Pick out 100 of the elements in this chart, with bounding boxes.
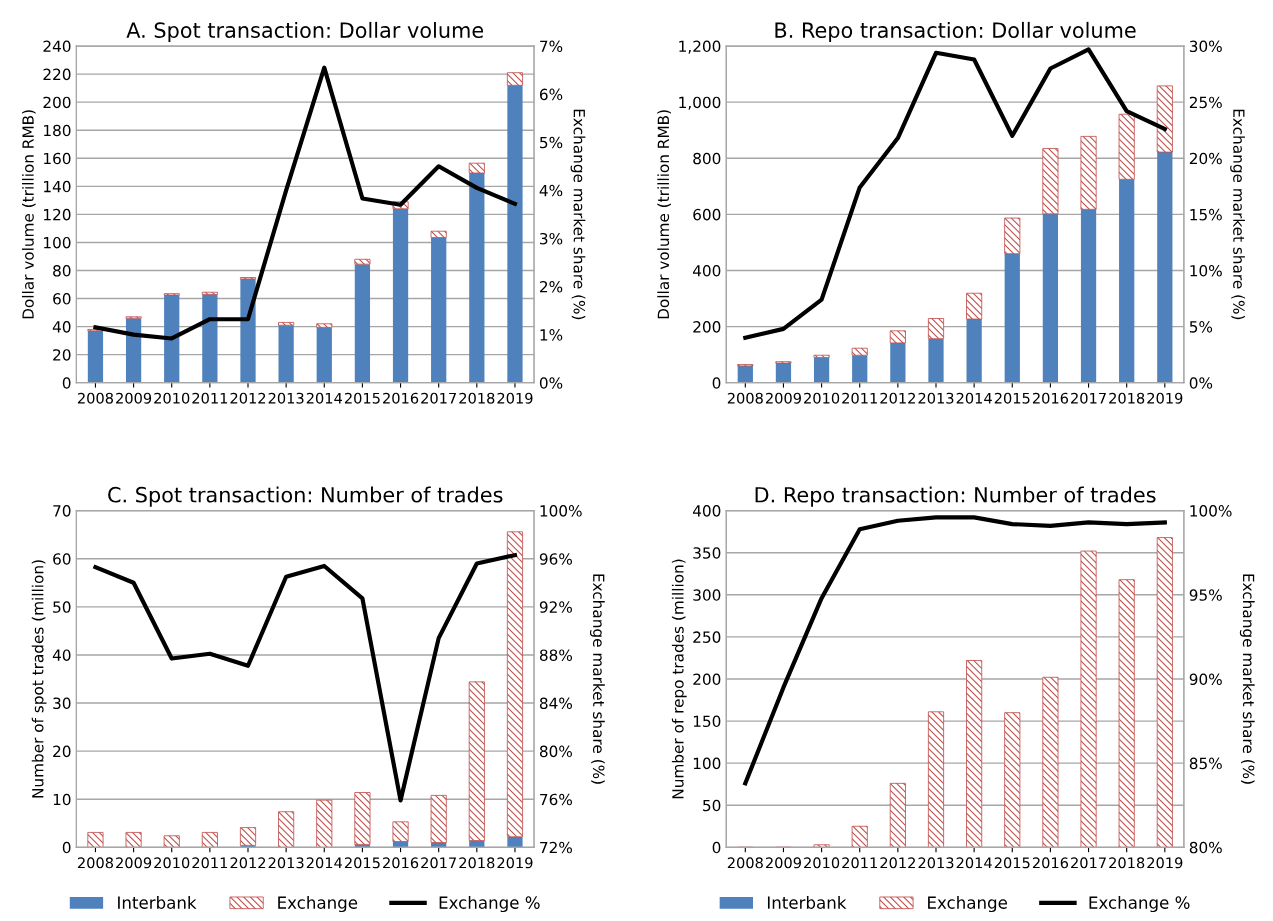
x-tick-label: 2012 xyxy=(230,392,266,404)
y-tick-label: 60 xyxy=(53,553,71,565)
legend-label: Interbank xyxy=(767,895,847,909)
x-tick-label: 2019 xyxy=(497,392,533,404)
x-tick-label: 2012 xyxy=(230,857,266,869)
y2-tick-label: 30% xyxy=(1189,40,1222,53)
y-tick-label: 10 xyxy=(53,793,71,806)
y2-tick-label: 25% xyxy=(1189,96,1222,109)
y2-tick-label: 90% xyxy=(1189,673,1222,686)
y-tick-label: 800 xyxy=(693,152,721,165)
y2-tick-label: 3% xyxy=(540,232,563,245)
y-tick-label: 50 xyxy=(703,799,721,812)
y-axis-title: Number of repo trades (million) xyxy=(671,559,687,799)
y-tick-label: 120 xyxy=(44,208,71,221)
y-tick-label: 70 xyxy=(53,505,71,517)
x-tick-label: 2016 xyxy=(383,857,419,869)
y-tick-label: 1,000 xyxy=(679,96,721,110)
x-tick-label: 2011 xyxy=(192,392,228,404)
y2-tick-label: 15% xyxy=(1190,208,1222,221)
x-tick-label: 2013 xyxy=(268,857,304,869)
legend-label: Exchange % xyxy=(1089,895,1190,913)
x-tick-label: 2016 xyxy=(1032,857,1069,869)
y-axis-title: Dollar volume (trillion RMB) xyxy=(22,110,36,319)
y2-tick-label: 20% xyxy=(1189,152,1222,165)
y-tick-label: 180 xyxy=(44,124,71,137)
y-tick-label: 400 xyxy=(692,264,721,277)
y2-tick-label: 4% xyxy=(539,184,563,197)
x-tick-label: 2012 xyxy=(880,857,915,869)
y-tick-label: 100 xyxy=(693,757,721,770)
y2-tick-label: 76% xyxy=(540,793,572,806)
y-tick-label: 220 xyxy=(43,68,71,81)
y-tick-label: 20 xyxy=(53,745,71,758)
x-tick-label: 2013 xyxy=(918,392,954,404)
y2-axis-title: Exchange market share (%) xyxy=(1239,574,1255,784)
y-tick-label: 0 xyxy=(62,377,71,389)
y-tick-label: 350 xyxy=(693,547,721,559)
x-tick-label: 2017 xyxy=(1071,392,1106,404)
x-tick-label: 2008 xyxy=(77,857,114,869)
y-axis-title: Number of spot trades (million) xyxy=(31,560,47,798)
x-tick-label: 2009 xyxy=(765,392,801,404)
x-tick-label: 2015 xyxy=(994,392,1030,404)
y-tick-label: 140 xyxy=(44,180,71,193)
y-tick-label: 150 xyxy=(693,715,721,728)
y-tick-label: 30 xyxy=(53,697,71,710)
y-tick-label: 600 xyxy=(693,208,721,221)
y2-axis-title: Exchange market share (%) xyxy=(590,574,605,784)
y2-tick-label: 96% xyxy=(539,553,572,565)
x-tick-label: 2018 xyxy=(459,857,495,869)
x-tick-label: 2009 xyxy=(116,857,152,869)
x-tick-label: 2019 xyxy=(1147,392,1183,404)
x-tick-label: 2018 xyxy=(1109,392,1145,404)
x-tick-label: 2008 xyxy=(727,857,763,869)
y2-tick-label: 72% xyxy=(540,841,572,854)
x-tick-label: 2008 xyxy=(77,392,114,404)
y-tick-label: 200 xyxy=(43,96,71,109)
y-tick-label: 300 xyxy=(693,589,721,601)
y2-tick-label: 6% xyxy=(539,88,563,101)
y-tick-label: 200 xyxy=(693,673,721,686)
y-tick-label: 250 xyxy=(693,631,721,643)
x-tick-label: 2017 xyxy=(421,857,456,869)
y2-tick-label: 84% xyxy=(539,697,572,710)
y2-tick-label: 92% xyxy=(539,601,572,613)
x-tick-label: 2017 xyxy=(421,392,456,404)
x-tick-label: 2018 xyxy=(459,392,495,404)
y2-tick-label: 2% xyxy=(540,280,563,293)
legend-label: Exchange xyxy=(928,895,1008,913)
x-tick-label: 2014 xyxy=(306,857,343,869)
y-tick-label: 0 xyxy=(712,377,721,389)
x-tick-label: 2011 xyxy=(842,857,877,869)
x-tick-label: 2010 xyxy=(154,857,190,869)
y-tick-label: 40 xyxy=(52,321,71,333)
x-tick-label: 2019 xyxy=(1147,857,1183,869)
y2-tick-label: 100% xyxy=(540,505,582,517)
y-tick-label: 200 xyxy=(693,321,721,333)
x-tick-label: 2015 xyxy=(344,392,380,404)
chart-title: A. Spot transaction: Dollar volume xyxy=(126,21,484,43)
y2-tick-label: 80% xyxy=(1189,841,1222,854)
x-tick-label: 2016 xyxy=(1032,392,1069,404)
x-tick-label: 2010 xyxy=(154,392,190,404)
x-tick-label: 2009 xyxy=(765,857,801,869)
y-tick-label: 160 xyxy=(44,152,71,165)
x-tick-label: 2019 xyxy=(497,857,533,869)
x-tick-label: 2015 xyxy=(344,857,380,869)
x-tick-label: 2013 xyxy=(268,392,304,404)
y-tick-label: 1,200 xyxy=(679,40,721,54)
x-tick-label: 2010 xyxy=(804,857,840,869)
x-tick-label: 2013 xyxy=(918,857,954,869)
y2-tick-label: 10% xyxy=(1190,264,1222,277)
x-tick-label: 2011 xyxy=(842,392,877,404)
y2-tick-label: 5% xyxy=(1189,321,1213,333)
x-tick-label: 2014 xyxy=(956,392,992,404)
chart-title: D. Repo transaction: Number of trades xyxy=(755,486,1156,507)
legend-label: Interbank xyxy=(118,895,197,909)
x-tick-label: 2016 xyxy=(383,392,419,404)
y2-tick-label: 85% xyxy=(1189,757,1222,770)
x-tick-label: 2008 xyxy=(727,392,763,404)
y2-tick-label: 7% xyxy=(540,40,563,53)
x-tick-label: 2010 xyxy=(804,392,840,404)
legend-label: Exchange xyxy=(278,895,358,913)
legend-label: Exchange % xyxy=(439,895,540,913)
